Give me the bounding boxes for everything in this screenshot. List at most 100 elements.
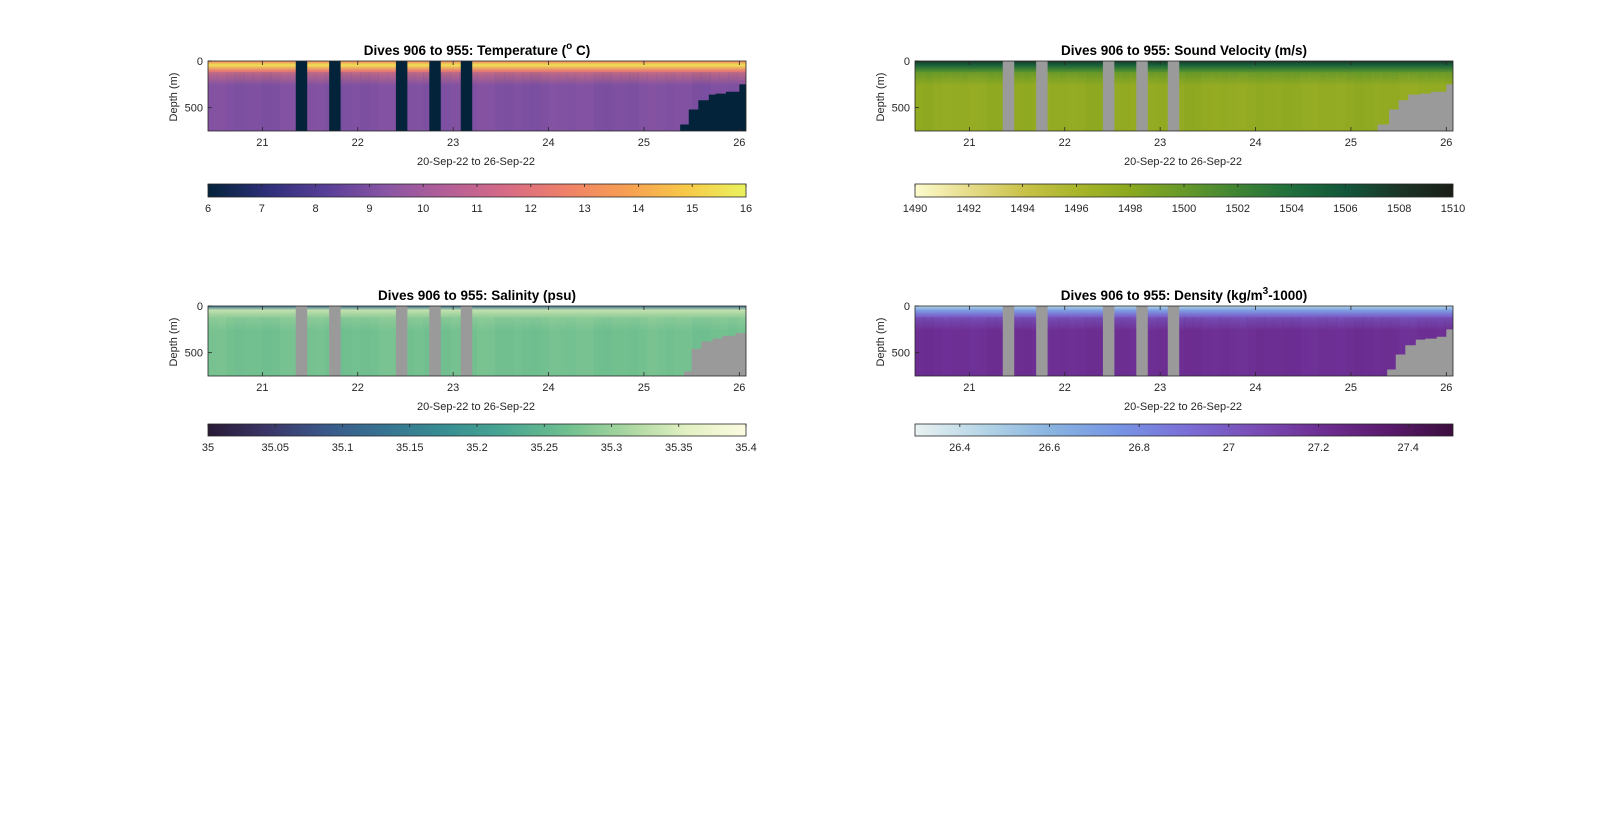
heatmap-column [1201, 72, 1212, 131]
colorbar-tick-label: 35.3 [601, 442, 622, 454]
heatmap-column [995, 317, 1006, 376]
heatmap-column [1184, 317, 1194, 376]
heatmap-column [261, 72, 272, 131]
y-axis-label-density: Depth (m) [875, 318, 887, 367]
colorbar-bar [914, 423, 1454, 437]
heatmap-column [1255, 317, 1266, 376]
heatmap-column [494, 317, 505, 376]
y-tick-label: 500 [185, 348, 203, 360]
plot-sound-velocity: 21 22 23 24 25 26 0 500 [892, 56, 1454, 149]
heatmap-column [1013, 72, 1024, 131]
heatmap-column [1363, 317, 1373, 376]
missing-data-column [1167, 306, 1180, 376]
x-tick-label: 24 [542, 382, 554, 394]
heatmap-column [243, 317, 254, 376]
heatmap-column [1381, 317, 1391, 376]
y-tick-label: 500 [185, 103, 203, 115]
colorbar-tick-label: 35.2 [466, 442, 487, 454]
heatmap-column [1309, 72, 1320, 131]
y-tick-label: 0 [904, 56, 910, 68]
missing-data-column [1136, 61, 1148, 131]
heatmap-column [1130, 317, 1140, 376]
heatmap-column [620, 317, 631, 376]
x-tick-label: 23 [1154, 137, 1166, 149]
heatmap-column [950, 72, 961, 131]
colorbar-tick-label: 35.4 [735, 442, 756, 454]
heatmap-column [683, 72, 693, 131]
heatmap-column [360, 317, 370, 376]
heatmap-column [414, 72, 424, 131]
heatmap-column [378, 72, 388, 131]
heatmap-column [414, 317, 424, 376]
heatmap-column [450, 72, 460, 131]
colorbar-tick-label: 6 [205, 203, 211, 215]
colorbar-tick-label: 16 [740, 203, 752, 215]
heatmap-column [1291, 72, 1302, 131]
heatmap-column [665, 72, 675, 131]
x-tick-label: 24 [542, 137, 554, 149]
heatmap-column [423, 317, 433, 376]
heatmap-column [1237, 317, 1248, 376]
heatmap-column [351, 72, 362, 131]
heatmap-column [1390, 72, 1400, 131]
heatmap-column [270, 317, 281, 376]
x-tick-label: 23 [447, 382, 459, 394]
heatmap-column [530, 72, 541, 131]
colorbar-tick-label: 35 [202, 442, 214, 454]
heatmap-column [647, 72, 657, 131]
colorbar-tick-label: 1500 [1172, 203, 1196, 215]
heatmap-column [968, 317, 979, 376]
missing-data-column [329, 306, 341, 376]
seafloor-region [672, 84, 746, 131]
heatmap-column [1372, 72, 1382, 131]
x-tick-label: 23 [447, 137, 459, 149]
heatmap-column [1246, 72, 1257, 131]
axes-box [207, 305, 747, 377]
axes-box [914, 60, 1454, 132]
colorbar-tick-label: 35.35 [665, 442, 693, 454]
heatmap-column [602, 317, 613, 376]
heatmap-column [387, 72, 397, 131]
heatmap-column [1327, 317, 1338, 376]
heatmap-column [405, 72, 415, 131]
colorbar-tick-label: 26.8 [1128, 442, 1149, 454]
heatmap-column [557, 317, 568, 376]
colorbar-tick-label: 35.25 [530, 442, 558, 454]
colorbar-tick-label: 27.2 [1308, 442, 1329, 454]
heatmap-column [656, 72, 666, 131]
heatmap-column [1121, 317, 1131, 376]
heatmap-column [1076, 72, 1086, 131]
heatmap-column [485, 317, 496, 376]
heatmap-column [995, 72, 1006, 131]
heatmap-column [261, 317, 272, 376]
axes-box [914, 305, 1454, 377]
heatmap-column [692, 317, 702, 376]
x-tick-label: 21 [256, 382, 268, 394]
heatmap-column [941, 72, 952, 131]
heatmap-column [1363, 72, 1373, 131]
heatmap-column [1390, 317, 1400, 376]
heatmap-column [1049, 72, 1060, 131]
heatmap-column [288, 72, 299, 131]
panel-salinity: Dives 906 to 955: Salinity (psu) 21 22 23 2… [168, 288, 757, 454]
colorbar-tick-label: 1492 [957, 203, 981, 215]
heatmap-column [1264, 72, 1275, 131]
heatmap-column [1175, 317, 1185, 376]
colorbar-tick-label: 1504 [1279, 203, 1303, 215]
heatmap-column [1121, 72, 1131, 131]
colorbar-tick-label: 12 [525, 203, 537, 215]
x-axis-label-density: 20-Sep-22 to 26-Sep-22 [1124, 401, 1242, 413]
y-axis-label-temperature: Depth (m) [168, 73, 180, 122]
heatmap-column [932, 317, 943, 376]
y-axis-label-sound-velocity: Depth (m) [875, 73, 887, 122]
x-tick-label: 23 [1154, 382, 1166, 394]
heatmap-column [1219, 72, 1230, 131]
heatmap-column [941, 317, 952, 376]
plot-density: 21 22 23 24 25 26 0 500 [892, 301, 1454, 394]
heatmap-column [369, 72, 379, 131]
heatmap-column [468, 72, 478, 131]
heatmap-column [288, 317, 299, 376]
heatmap-column [1336, 72, 1346, 131]
heatmap-column [1291, 317, 1302, 376]
heatmap-column [477, 317, 487, 376]
